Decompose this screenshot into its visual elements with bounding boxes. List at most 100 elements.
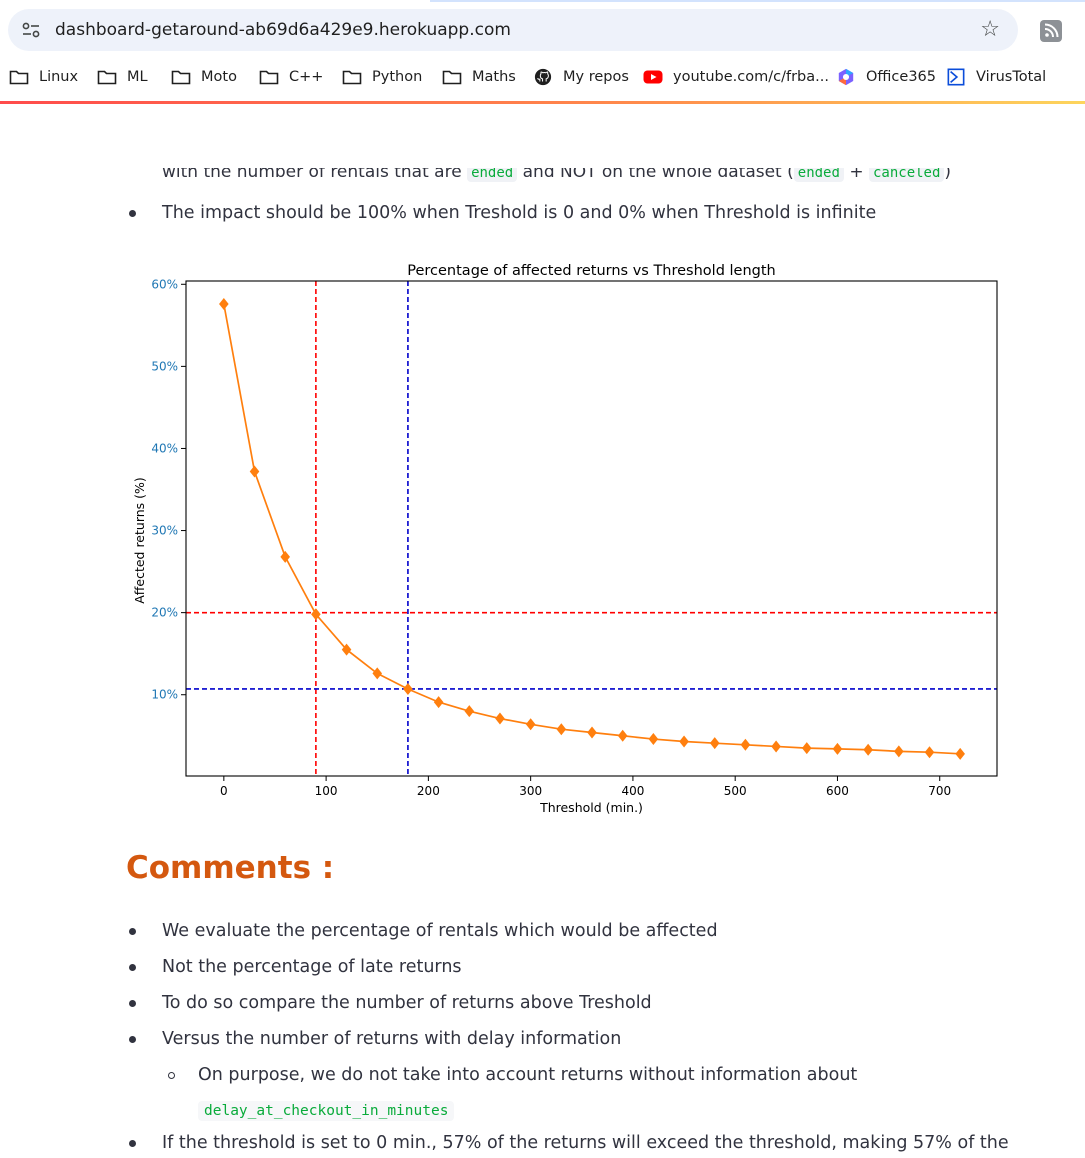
- data-point: [464, 705, 475, 718]
- bullet-text: On purpose, we do not take into account …: [198, 1065, 858, 1085]
- y-tick-label: 40%: [151, 441, 178, 455]
- streamlit-header-bar: [0, 101, 1085, 104]
- y-tick-label: 10%: [151, 688, 178, 702]
- bookmark-label: Python: [372, 69, 423, 85]
- x-tick-label: 700: [928, 784, 951, 798]
- intro-bullet: The impact should be 100% when Treshold …: [129, 201, 876, 225]
- bookmark-youtube[interactable]: youtube.com/c/frba...: [643, 64, 829, 90]
- intro-text: ): [944, 168, 952, 182]
- bookmark-label: Maths: [472, 69, 516, 85]
- address-bar[interactable]: dashboard-getaround-ab69d6a429e9.herokua…: [8, 9, 1018, 51]
- bookmark-star-icon[interactable]: ☆: [980, 17, 1000, 42]
- x-tick-label: 200: [417, 784, 440, 798]
- office-icon: [838, 68, 854, 86]
- bookmark-cpp[interactable]: C++: [259, 64, 323, 90]
- x-tick-label: 400: [621, 784, 644, 798]
- bookmark-label: Moto: [201, 69, 237, 85]
- bookmark-my-repos[interactable]: My repos: [533, 64, 629, 90]
- series-line: [223, 303, 961, 755]
- tab-strip-edge: [430, 0, 1085, 2]
- bullet-circle: [168, 1072, 175, 1079]
- comment-bullet: To do so compare the number of returns a…: [129, 991, 652, 1015]
- data-point: [556, 723, 567, 736]
- folder-icon: [9, 70, 29, 85]
- intro-cut-off-line: with the number of rentals that are ende…: [162, 168, 951, 183]
- affected-returns-chart: Percentage of affected returns vs Thresh…: [120, 245, 1020, 825]
- data-point: [740, 738, 751, 751]
- data-point: [679, 735, 689, 748]
- page-content: with the number of rentals that are ende…: [0, 105, 1085, 1158]
- data-point: [372, 667, 383, 680]
- data-point: [403, 682, 413, 695]
- inline-code: delay_at_checkout_in_minutes: [198, 1101, 455, 1121]
- bullet-dot: [129, 210, 136, 217]
- bullet-dot: [129, 1140, 136, 1147]
- data-point: [648, 733, 659, 746]
- intro-text: and NOT on the whole dataset (: [517, 168, 794, 182]
- comment-bullet: If the threshold is set to 0 min., 57% o…: [129, 1131, 1009, 1155]
- folder-icon: [442, 70, 462, 85]
- inline-code: ended: [793, 168, 844, 182]
- inline-code: canceled: [868, 168, 945, 182]
- bullet-dot: [129, 1036, 136, 1043]
- data-point: [924, 746, 935, 759]
- bookmark-label: VirusTotal: [976, 69, 1047, 85]
- site-info-icon[interactable]: [22, 22, 40, 38]
- data-point: [249, 465, 260, 478]
- bullet-dot: [129, 928, 136, 935]
- bookmark-linux[interactable]: Linux: [9, 64, 78, 90]
- x-tick-label: 100: [315, 784, 338, 798]
- browser-chrome: dashboard-getaround-ab69d6a429e9.herokua…: [0, 0, 1085, 105]
- bookmark-moto[interactable]: Moto: [171, 64, 237, 90]
- virustotal-icon: [947, 68, 965, 86]
- x-axis-label: Threshold (min.): [539, 800, 643, 815]
- comment-bullet: Not the percentage of late returns: [129, 955, 462, 979]
- y-tick-label: 50%: [151, 359, 178, 373]
- bookmark-maths[interactable]: Maths: [442, 64, 516, 90]
- x-tick-label: 0: [220, 784, 228, 798]
- comment-bullet: Versus the number of returns with delay …: [129, 1027, 622, 1051]
- y-tick-label: 30%: [151, 524, 178, 538]
- bookmark-office365[interactable]: Office365: [836, 64, 936, 90]
- data-point: [771, 740, 781, 753]
- data-point: [525, 718, 536, 731]
- bookmark-label: youtube.com/c/frba...: [673, 69, 829, 85]
- x-tick-label: 300: [519, 784, 542, 798]
- chart-title: Percentage of affected returns vs Thresh…: [407, 263, 775, 279]
- rss-extension-icon[interactable]: [1040, 20, 1062, 42]
- bookmark-label: ML: [127, 69, 148, 85]
- bullet-text: We evaluate the percentage of rentals wh…: [162, 921, 718, 941]
- data-point: [709, 737, 720, 750]
- chart-svg: Percentage of affected returns vs Thresh…: [132, 263, 998, 815]
- folder-icon: [171, 70, 191, 85]
- bullet-text: If the threshold is set to 0 min., 57% o…: [162, 1133, 1009, 1153]
- bookmark-python[interactable]: Python: [342, 64, 422, 90]
- bullet-text: Versus the number of returns with delay …: [162, 1029, 622, 1049]
- intro-text: with the number of rentals that are: [162, 168, 468, 182]
- data-point: [495, 712, 505, 725]
- bookmark-label: Linux: [39, 69, 79, 85]
- bullet-dot: [129, 1000, 136, 1007]
- intro-text: +: [843, 168, 869, 182]
- data-point: [433, 696, 444, 709]
- y-axis-label: Affected returns (%): [132, 477, 147, 604]
- comment-bullet: We evaluate the percentage of rentals wh…: [129, 919, 718, 943]
- bookmark-ml[interactable]: ML: [97, 64, 148, 90]
- folder-icon: [259, 70, 279, 85]
- data-point: [955, 747, 965, 760]
- url-text[interactable]: dashboard-getaround-ab69d6a429e9.herokua…: [55, 20, 511, 40]
- x-tick-label: 500: [724, 784, 747, 798]
- bookmark-label: C++: [289, 69, 324, 85]
- data-point: [832, 742, 843, 755]
- bookmark-virustotal[interactable]: VirusTotal: [946, 64, 1046, 90]
- data-point: [311, 608, 321, 621]
- data-point: [894, 745, 904, 758]
- bullet-text: To do so compare the number of returns a…: [162, 993, 652, 1013]
- y-tick-label: 60%: [151, 277, 178, 291]
- data-point: [280, 550, 291, 563]
- comments-heading: Comments :: [126, 850, 335, 886]
- github-icon: [534, 68, 552, 86]
- data-point: [341, 643, 352, 656]
- y-tick-label: 20%: [151, 606, 178, 620]
- sub-bullet-code-line: delay_at_checkout_in_minutes: [198, 1100, 455, 1121]
